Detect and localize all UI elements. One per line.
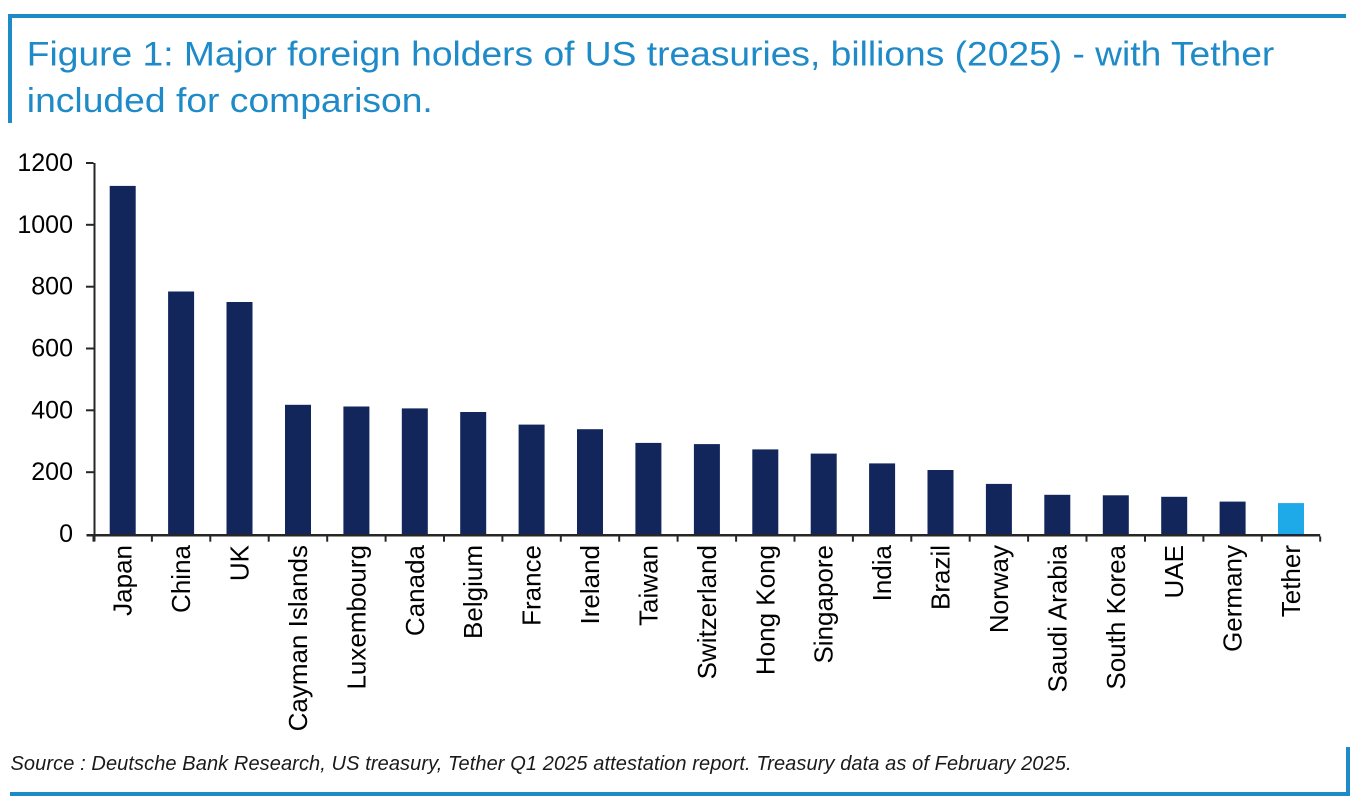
svg-text:1000: 1000 — [17, 211, 73, 239]
svg-text:Luxembourg: Luxembourg — [341, 545, 371, 690]
svg-text:Switzerland: Switzerland — [692, 545, 722, 679]
svg-text:Canada: Canada — [400, 544, 430, 636]
svg-text:1200: 1200 — [17, 149, 73, 177]
svg-text:400: 400 — [31, 396, 73, 424]
svg-text:China: China — [166, 544, 196, 612]
svg-text:Belgium: Belgium — [458, 545, 488, 639]
svg-text:Norway: Norway — [984, 545, 1014, 633]
svg-text:UK: UK — [225, 544, 255, 581]
svg-text:Japan: Japan — [108, 545, 138, 616]
svg-text:India: India — [867, 544, 897, 601]
svg-text:Germany: Germany — [1218, 545, 1248, 652]
svg-text:Cayman Islands: Cayman Islands — [283, 545, 313, 731]
svg-text:800: 800 — [31, 273, 73, 301]
svg-text:Singapore: Singapore — [809, 545, 839, 664]
svg-text:France: France — [517, 545, 547, 626]
svg-text:Brazil: Brazil — [926, 545, 956, 610]
svg-text:UAE: UAE — [1159, 545, 1189, 598]
svg-text:Figure 1: Major foreign holder: Figure 1: Major foreign holders of US tr… — [27, 36, 1275, 74]
svg-text:Taiwan: Taiwan — [633, 545, 663, 626]
svg-text:South Korea: South Korea — [1101, 544, 1131, 689]
svg-text:200: 200 — [31, 458, 73, 486]
svg-text:Ireland: Ireland — [575, 545, 605, 625]
svg-text:Tether: Tether — [1276, 545, 1306, 618]
svg-text:600: 600 — [31, 335, 73, 363]
svg-text:Saudi Arabia: Saudi Arabia — [1042, 544, 1072, 692]
svg-text:Source : Deutsche Bank Researc: Source : Deutsche Bank Research, US trea… — [11, 753, 1072, 775]
svg-text:Hong Kong: Hong Kong — [750, 545, 780, 675]
svg-text:included for comparison.: included for comparison. — [27, 82, 433, 120]
svg-text:0: 0 — [59, 520, 73, 548]
